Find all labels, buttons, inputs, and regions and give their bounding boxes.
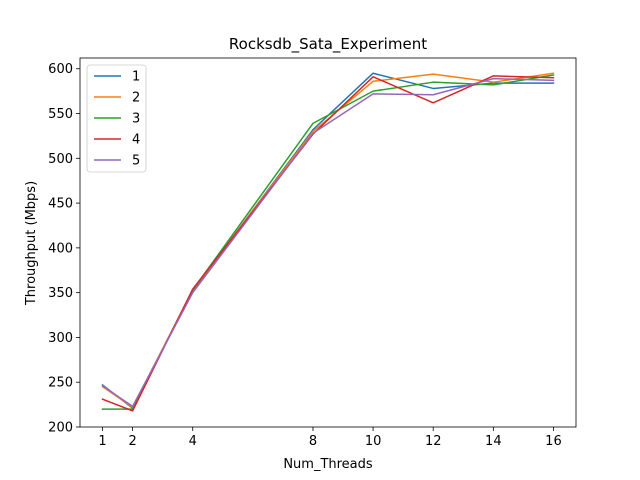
legend-label-5: 5 xyxy=(132,154,140,169)
x-tick-label: 8 xyxy=(309,434,317,449)
plot-frame xyxy=(79,57,577,428)
series-line-4 xyxy=(101,75,555,412)
y-tick-label: 400 xyxy=(48,241,73,256)
y-tick-label: 450 xyxy=(48,197,73,212)
x-tick-label: 16 xyxy=(545,434,562,449)
y-tick-label: 350 xyxy=(48,286,73,301)
legend-label-3: 3 xyxy=(132,112,140,127)
legend-label-4: 4 xyxy=(132,133,140,148)
y-tick-label: 300 xyxy=(48,331,73,346)
series-line-5 xyxy=(101,77,555,408)
y-tick-label: 600 xyxy=(48,62,73,77)
y-tick-label: 500 xyxy=(48,152,73,167)
y-axis-label: Throughput (Mbps) xyxy=(24,181,39,306)
legend: 1 2 3 4 5 xyxy=(86,64,147,173)
x-tick-label: 14 xyxy=(485,434,502,449)
x-tick-label: 4 xyxy=(189,434,197,449)
y-tick-label: 250 xyxy=(48,376,73,391)
legend-label-1: 1 xyxy=(132,70,140,85)
chart-title: Rocksdb_Sata_Experiment xyxy=(229,35,427,54)
x-tick-label: 12 xyxy=(425,434,442,449)
x-tick-label: 10 xyxy=(365,434,382,449)
x-tick-label: 2 xyxy=(128,434,136,449)
x-tick-label: 1 xyxy=(98,434,106,449)
y-tick-label: 550 xyxy=(48,107,73,122)
legend-label-2: 2 xyxy=(132,91,140,106)
y-tick-label: 200 xyxy=(48,421,73,436)
x-axis-label: Num_Threads xyxy=(283,457,373,472)
